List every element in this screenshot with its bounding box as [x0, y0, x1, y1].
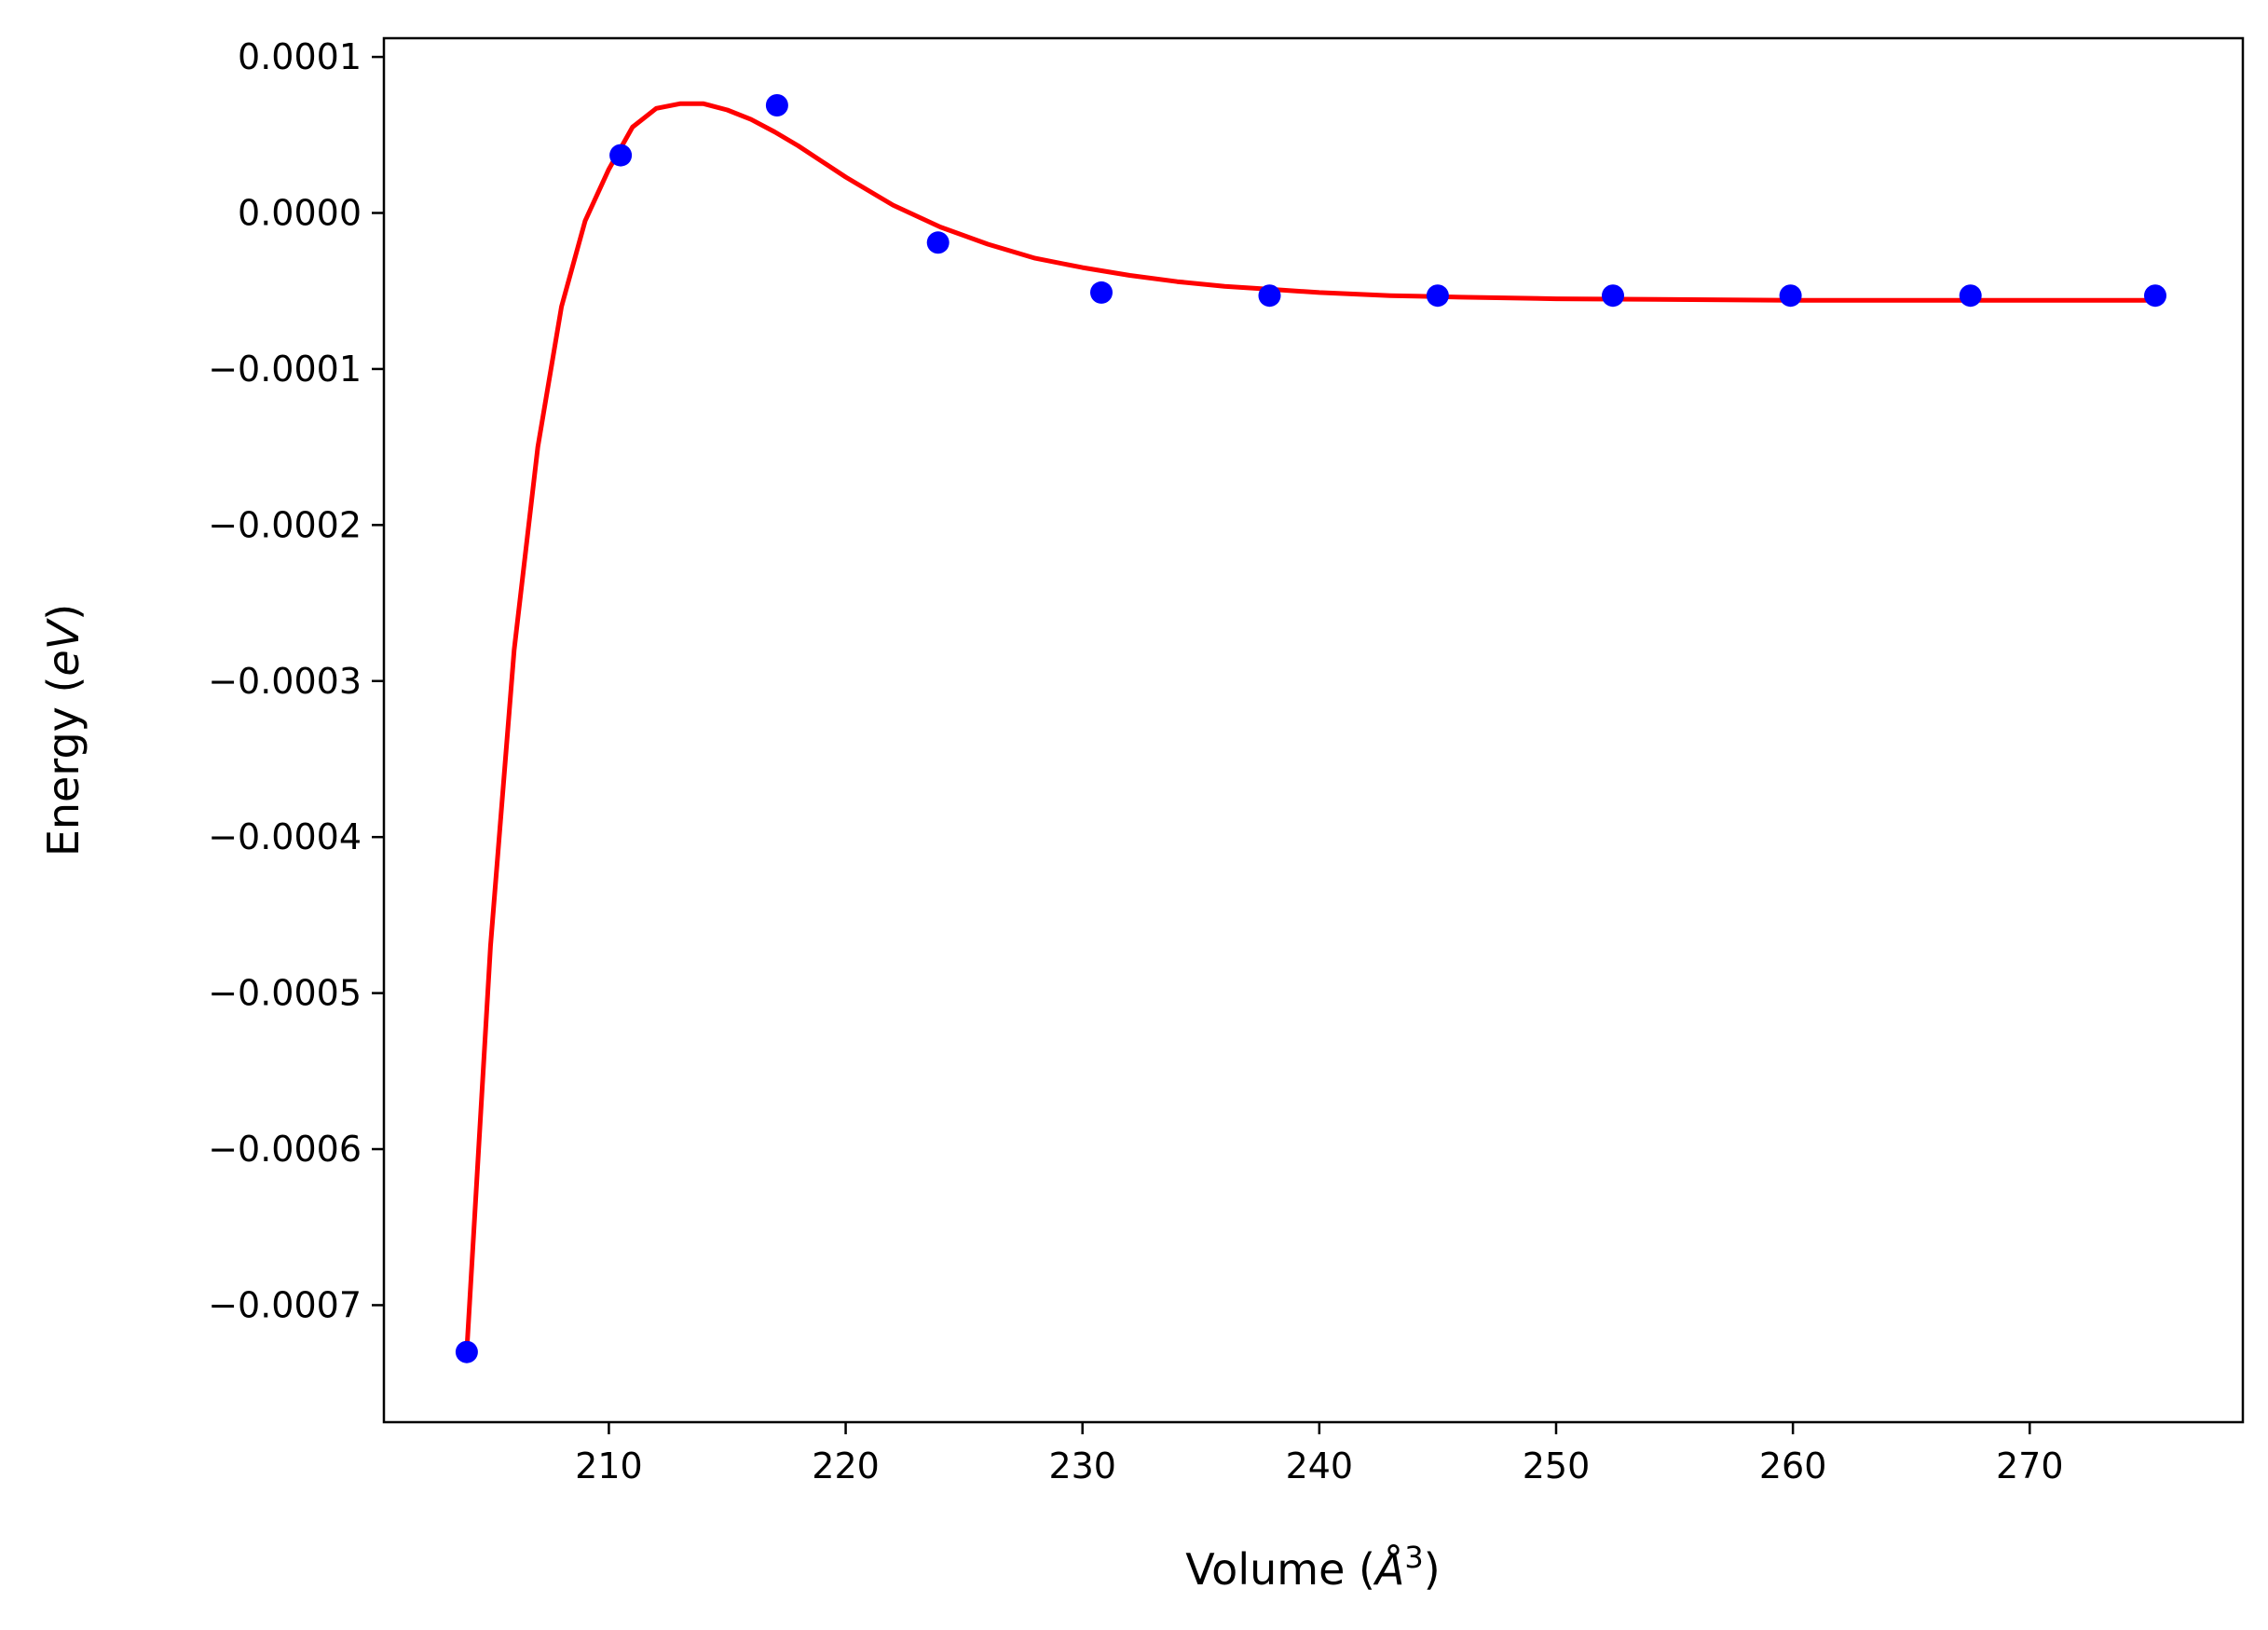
y-tick-label: −0.0002 [208, 504, 362, 545]
x-tick-label: 230 [1048, 1445, 1116, 1486]
x-tick-label: 250 [1523, 1445, 1591, 1486]
data-point [609, 144, 633, 167]
data-point [1090, 281, 1113, 304]
x-axis-ticks: 210 220 230 240 250 260 270 [575, 1422, 2064, 1486]
data-point [1779, 284, 1802, 308]
data-point [1959, 284, 1982, 308]
x-axis-label: Volume (Å3) [1185, 1540, 1440, 1595]
data-point [2144, 284, 2166, 308]
y-tick-label: −0.0003 [208, 661, 362, 702]
y-tick-label: 0.0001 [238, 36, 362, 77]
data-point [1258, 284, 1281, 308]
y-axis-label: Energy (eV) [38, 604, 89, 856]
data-point [765, 94, 788, 116]
data-point [926, 231, 950, 254]
x-tick-label: 220 [812, 1445, 880, 1486]
x-tick-label: 240 [1286, 1445, 1354, 1486]
fit-curve [464, 101, 2155, 1352]
data-point [1426, 284, 1449, 308]
y-tick-label: −0.0001 [208, 349, 362, 390]
axes-frame [382, 36, 2245, 1424]
y-axis-ticks: 0.0001 0.0000 −0.0001 −0.0002 −0.0003 −0.0004… [208, 36, 384, 1325]
y-tick-label: −0.0007 [208, 1284, 362, 1325]
data-point [1602, 284, 1624, 308]
x-tick-label: 260 [1759, 1445, 1827, 1486]
y-tick-label: −0.0006 [208, 1129, 362, 1170]
y-tick-label: 0.0000 [238, 193, 362, 234]
x-tick-label: 270 [1996, 1445, 2064, 1486]
y-tick-label: −0.0005 [208, 973, 362, 1014]
y-tick-label: −0.0004 [208, 816, 362, 857]
plot-area [455, 94, 2166, 1363]
x-tick-label: 210 [575, 1445, 643, 1486]
data-point [455, 1340, 478, 1363]
